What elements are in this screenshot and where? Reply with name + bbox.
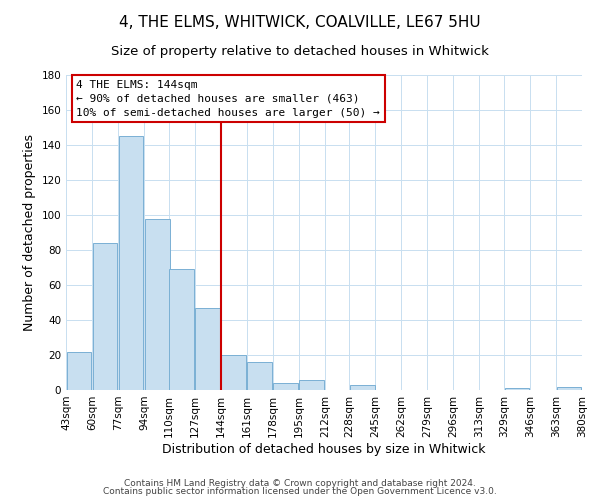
Bar xyxy=(274,383,298,390)
Bar xyxy=(505,388,529,390)
Text: Size of property relative to detached houses in Whitwick: Size of property relative to detached ho… xyxy=(111,45,489,58)
Text: 4, THE ELMS, WHITWICK, COALVILLE, LE67 5HU: 4, THE ELMS, WHITWICK, COALVILLE, LE67 5… xyxy=(119,15,481,30)
Bar xyxy=(145,218,170,390)
Bar xyxy=(350,385,374,390)
Bar xyxy=(195,308,220,390)
Bar xyxy=(67,352,91,390)
X-axis label: Distribution of detached houses by size in Whitwick: Distribution of detached houses by size … xyxy=(162,442,486,456)
Bar xyxy=(247,362,272,390)
Text: Contains HM Land Registry data © Crown copyright and database right 2024.: Contains HM Land Registry data © Crown c… xyxy=(124,478,476,488)
Text: Contains public sector information licensed under the Open Government Licence v3: Contains public sector information licen… xyxy=(103,487,497,496)
Bar xyxy=(119,136,143,390)
Bar xyxy=(557,386,581,390)
Y-axis label: Number of detached properties: Number of detached properties xyxy=(23,134,36,331)
Bar xyxy=(92,243,118,390)
Text: 4 THE ELMS: 144sqm
← 90% of detached houses are smaller (463)
10% of semi-detach: 4 THE ELMS: 144sqm ← 90% of detached hou… xyxy=(76,80,380,118)
Bar xyxy=(299,380,324,390)
Bar xyxy=(221,355,246,390)
Bar xyxy=(169,269,194,390)
